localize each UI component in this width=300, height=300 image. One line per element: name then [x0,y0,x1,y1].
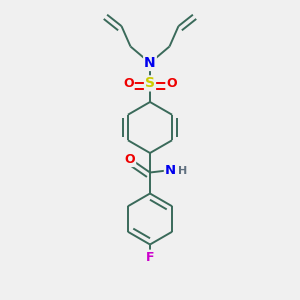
Text: O: O [124,153,135,166]
Text: S: S [145,76,155,90]
Text: N: N [165,164,176,177]
Text: O: O [123,77,134,90]
Text: O: O [166,77,177,90]
Text: F: F [146,250,154,264]
Text: H: H [178,166,188,176]
Text: N: N [144,56,156,70]
